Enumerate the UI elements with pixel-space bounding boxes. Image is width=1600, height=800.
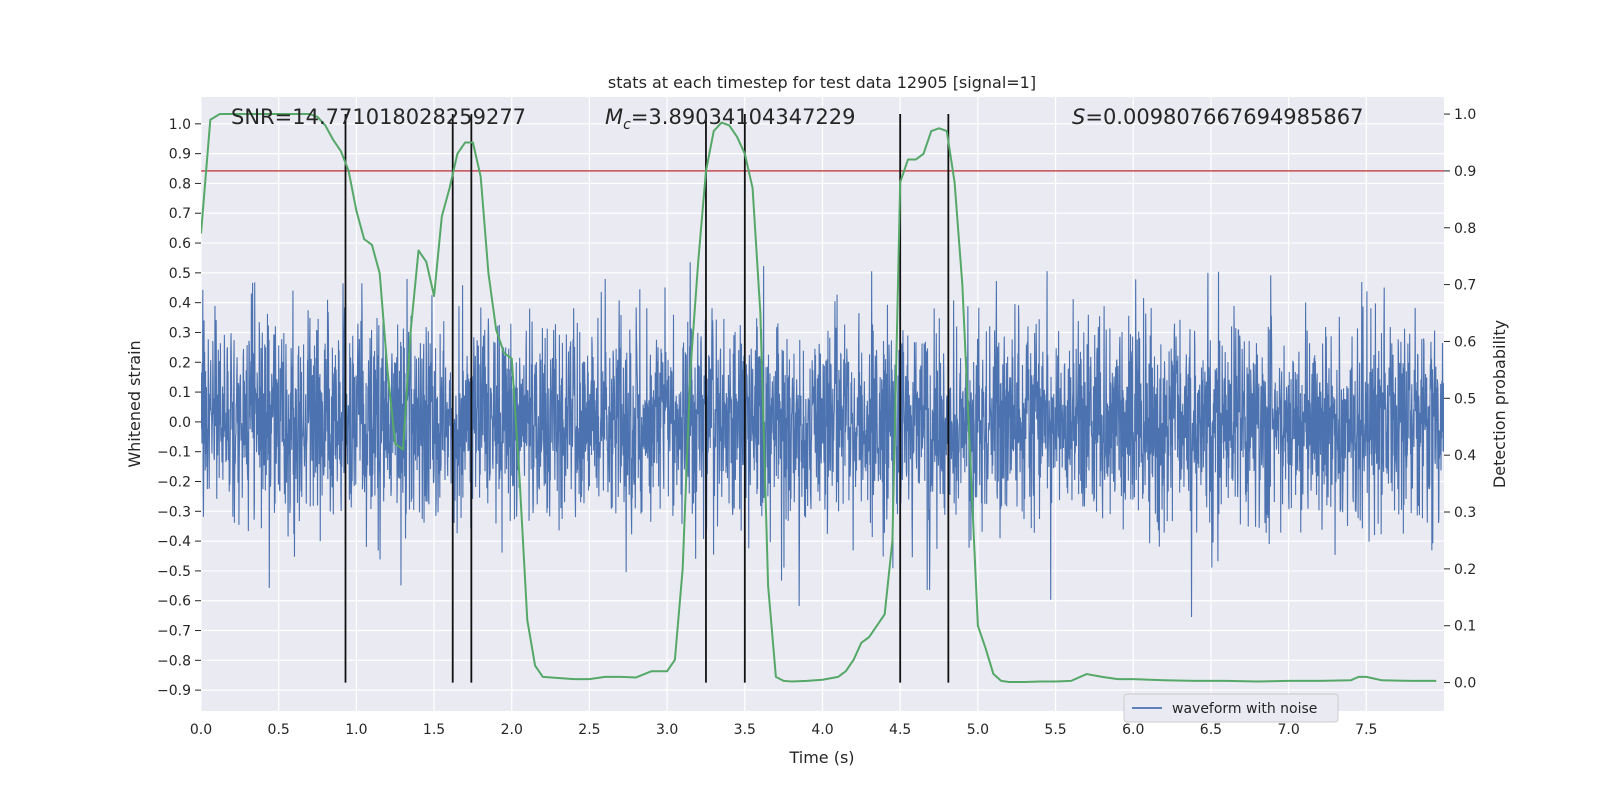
x-tick-label: 6.5: [1200, 722, 1222, 738]
y-right-tick-label: 0.9: [1454, 164, 1476, 180]
x-tick-label: 2.5: [578, 722, 600, 738]
waveform-series: [201, 262, 1444, 617]
y-right-tick-label: 0.3: [1454, 505, 1476, 521]
y-right-tick-label: 0.7: [1454, 278, 1476, 294]
s-symbol: S: [1072, 105, 1085, 129]
x-tick-label: 5.5: [1044, 722, 1066, 738]
x-tick-label: 2.0: [501, 722, 523, 738]
y-axis-left: 1.0 0.9 0.8 0.7 0.6 0.5 0.4 0.3 0.2 0.1 0.0 −0.1 −0.…: [157, 117, 201, 699]
y-left-tick-label: 0.8: [169, 176, 191, 192]
y-left-tick-label: 0.5: [169, 266, 191, 282]
y-right-tick-label: 0.8: [1454, 221, 1476, 237]
y-left-tick-label: −0.6: [157, 594, 191, 610]
y-axis-right: 1.0 0.9 0.8 0.7 0.6 0.5 0.4 0.3 0.2 0.1 0.0: [1444, 107, 1476, 692]
x-tick-label: 1.5: [423, 722, 445, 738]
chart-title: stats at each timestep for test data 129…: [608, 73, 1036, 92]
y-left-tick-label: 0.4: [169, 296, 191, 312]
x-tick-label: 3.5: [734, 722, 756, 738]
x-tick-label: 1.0: [345, 722, 367, 738]
y-left-tick-label: −0.1: [157, 445, 191, 461]
y-left-tick-label: 0.2: [169, 355, 191, 371]
y-left-tick-label: −0.2: [157, 474, 191, 490]
y-left-tick-label: −0.4: [157, 534, 191, 550]
y-left-tick-label: −0.5: [157, 564, 191, 580]
y-axis-right-label: Detection probability: [1490, 320, 1509, 488]
y-left-tick-label: 1.0: [169, 117, 191, 133]
y-left-tick-label: 0.0: [169, 415, 191, 431]
legend-label-waveform: waveform with noise: [1172, 701, 1317, 717]
y-right-tick-label: 0.2: [1454, 562, 1476, 578]
y-right-tick-label: 1.0: [1454, 107, 1476, 123]
x-tick-label: 5.0: [967, 722, 989, 738]
snr-annotation: SNR=14.771018028259277: [231, 105, 526, 129]
s-annotation: S=0.009807667694985867: [1072, 105, 1363, 129]
y-right-tick-label: 0.5: [1454, 391, 1476, 407]
x-axis-label: Time (s): [788, 748, 854, 767]
y-left-tick-label: 0.9: [169, 147, 191, 163]
x-tick-label: 4.5: [889, 722, 911, 738]
x-tick-label: 6.0: [1122, 722, 1144, 738]
chirp-mass-subscript: c: [623, 117, 631, 133]
chirp-mass-value: =3.89034104347229: [631, 105, 856, 129]
y-right-tick-label: 0.1: [1454, 619, 1476, 635]
x-axis: 0.0 0.5 1.0 1.5 2.0 2.5 3.0 3.5 4.0 4.5 5.0 5.5 6.0 6…: [190, 722, 1378, 738]
y-left-tick-label: 0.3: [169, 325, 191, 341]
y-right-tick-label: 0.0: [1454, 676, 1476, 692]
y-left-tick-label: −0.3: [157, 504, 191, 520]
y-left-tick-label: −0.7: [157, 624, 191, 640]
y-left-tick-label: −0.8: [157, 653, 191, 669]
x-tick-label: 7.5: [1355, 722, 1377, 738]
y-left-tick-label: 0.7: [169, 206, 191, 222]
y-right-tick-label: 0.4: [1454, 448, 1476, 464]
y-right-tick-label: 0.6: [1454, 334, 1476, 350]
x-tick-label: 0.5: [268, 722, 290, 738]
y-axis-left-label: Whitened strain: [125, 340, 144, 467]
y-left-tick-label: −0.9: [157, 683, 191, 699]
legend: waveform with noise: [1123, 693, 1339, 723]
chirp-mass-symbol: M: [605, 105, 623, 129]
x-tick-label: 0.0: [190, 722, 212, 738]
legend-box: [1123, 693, 1339, 723]
detection-probability-series: [201, 113, 1437, 684]
x-tick-label: 3.0: [656, 722, 678, 738]
s-value: =0.009807667694985867: [1085, 105, 1363, 129]
x-tick-label: 7.0: [1277, 722, 1299, 738]
y-left-tick-label: 0.6: [169, 236, 191, 252]
chirp-mass-annotation: Mc=3.89034104347229: [605, 105, 856, 133]
x-tick-label: 4.0: [811, 722, 833, 738]
plot-area: [201, 113, 1444, 684]
y-left-tick-label: 0.1: [169, 385, 191, 401]
